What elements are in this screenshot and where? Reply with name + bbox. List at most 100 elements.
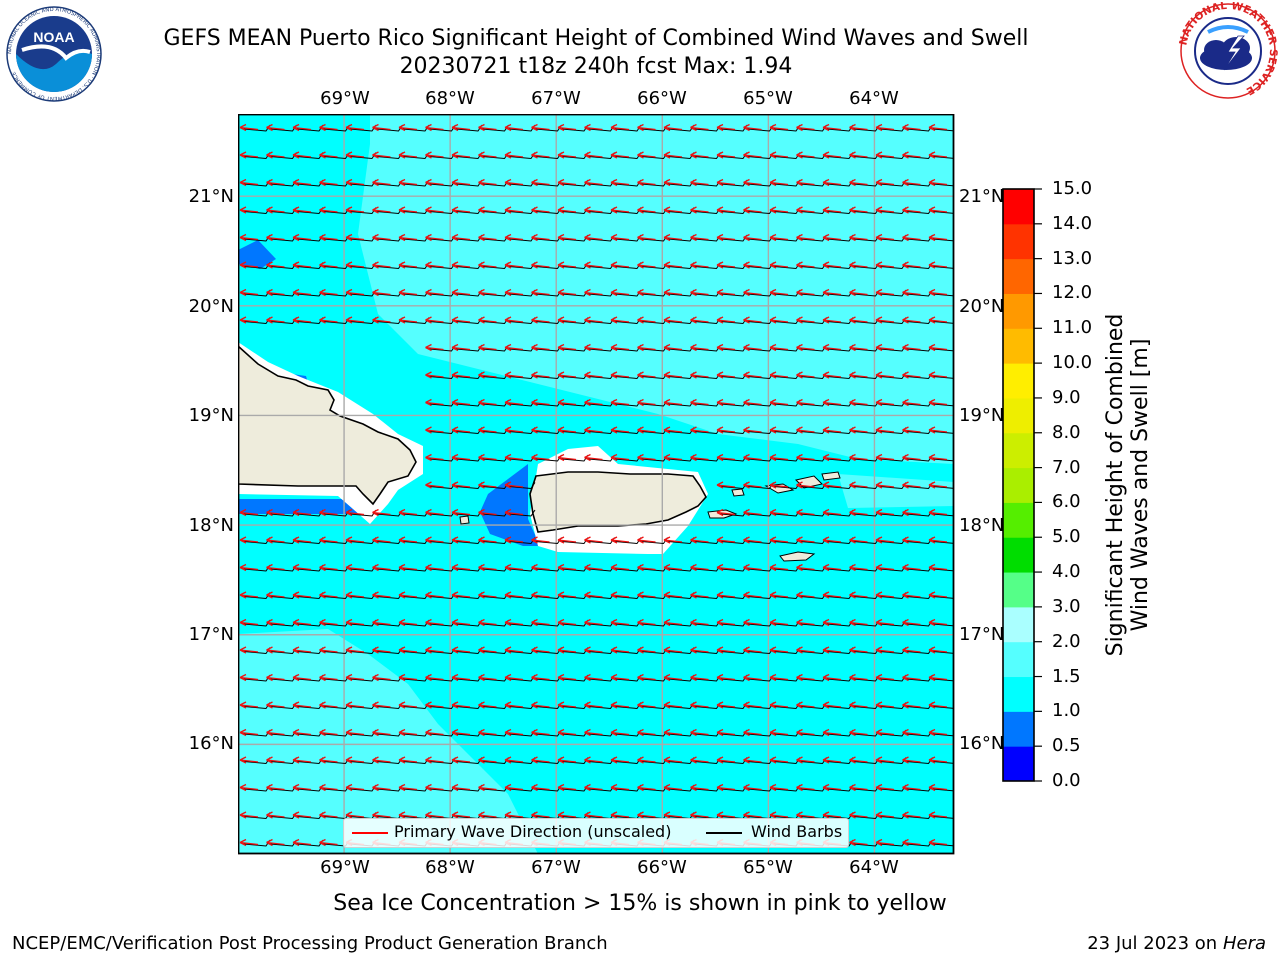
wave-direction-arrow bbox=[425, 288, 444, 297]
wave-direction-arrow bbox=[372, 618, 391, 627]
wave-direction-arrow bbox=[531, 261, 550, 269]
lon-label-top-66w: 66°W bbox=[637, 88, 687, 109]
wave-direction-arrow bbox=[875, 178, 895, 187]
colorbar-segment bbox=[1003, 711, 1034, 747]
wave-direction-arrow bbox=[637, 536, 656, 544]
wave-direction-arrow bbox=[292, 838, 312, 847]
wave-direction-arrow bbox=[769, 233, 789, 242]
wind-barb bbox=[932, 266, 954, 269]
wave-direction-arrow bbox=[928, 701, 948, 709]
wave-direction-arrow bbox=[928, 508, 948, 517]
wave-direction-arrow bbox=[425, 233, 444, 242]
wave-direction-arrow bbox=[398, 646, 418, 654]
wave-direction-arrow bbox=[239, 838, 259, 847]
wave-direction-arrow bbox=[239, 123, 259, 132]
wave-direction-arrow bbox=[372, 563, 391, 572]
wave-direction-arrow bbox=[822, 728, 842, 737]
wave-direction-arrow bbox=[478, 563, 497, 572]
wave-direction-arrow bbox=[531, 756, 550, 764]
wave-direction-arrow bbox=[716, 233, 736, 242]
wave-direction-arrow bbox=[875, 811, 895, 819]
wave-direction-arrow bbox=[239, 233, 259, 242]
wave-direction-arrow bbox=[478, 426, 497, 434]
wave-direction-arrow bbox=[849, 371, 868, 379]
wave-direction-arrow bbox=[663, 206, 683, 214]
wave-direction-arrow bbox=[928, 536, 948, 544]
wind-barb bbox=[932, 623, 954, 627]
wave-direction-arrow bbox=[239, 728, 259, 737]
wave-direction-arrow bbox=[743, 563, 762, 572]
nws-logo: NATIONAL WEATHER SERVICE bbox=[1178, 2, 1278, 99]
wave-direction-arrow bbox=[822, 288, 842, 297]
wave-direction-arrow bbox=[637, 261, 656, 269]
wave-direction-arrow bbox=[239, 646, 259, 654]
wave-direction-arrow bbox=[584, 123, 603, 132]
wave-direction-arrow bbox=[504, 178, 524, 187]
wave-direction-arrow bbox=[796, 811, 815, 819]
wave-direction-arrow bbox=[796, 728, 815, 737]
wave-direction-arrow bbox=[398, 728, 418, 737]
wave-direction-arrow bbox=[504, 508, 524, 517]
wave-direction-arrow bbox=[769, 398, 789, 407]
wave-direction-arrow bbox=[557, 811, 577, 819]
wave-direction-arrow bbox=[584, 233, 603, 242]
wave-direction-arrow bbox=[902, 178, 921, 187]
wave-direction-arrow bbox=[796, 426, 815, 434]
wave-direction-arrow bbox=[637, 618, 656, 627]
wave-direction-arrow bbox=[902, 453, 921, 462]
wave-direction-arrow bbox=[796, 206, 815, 214]
wave-direction-arrow bbox=[637, 398, 656, 407]
wave-direction-arrow bbox=[716, 398, 736, 407]
wave-direction-arrow bbox=[557, 563, 577, 572]
wave-direction-arrow bbox=[398, 151, 418, 159]
wave-direction-arrow bbox=[690, 563, 709, 572]
wave-direction-arrow bbox=[319, 646, 338, 654]
wave-direction-arrow bbox=[451, 756, 471, 764]
wave-direction-arrow bbox=[875, 288, 895, 297]
wave-direction-arrow bbox=[875, 646, 895, 654]
land-tortola bbox=[821, 471, 841, 481]
wave-direction-arrow bbox=[769, 701, 789, 709]
wave-direction-arrow bbox=[398, 618, 418, 627]
lon-label-top-69w: 69°W bbox=[320, 88, 370, 109]
wave-direction-arrow bbox=[239, 811, 259, 819]
wave-direction-arrow bbox=[372, 646, 391, 654]
wave-direction-arrow bbox=[796, 508, 815, 517]
wave-direction-arrow bbox=[504, 398, 524, 407]
wave-direction-arrow bbox=[663, 453, 683, 462]
wave-direction-arrow bbox=[610, 316, 630, 324]
wave-direction-arrow bbox=[557, 123, 577, 132]
wave-direction-arrow bbox=[849, 288, 868, 297]
colorbar-label-line1: Significant Height of Combined bbox=[1103, 313, 1128, 657]
wave-direction-arrow bbox=[663, 756, 683, 764]
wave-direction-arrow bbox=[584, 756, 603, 764]
wave-direction-arrow bbox=[372, 728, 391, 737]
colorbar-tick-label: 0.0 bbox=[1052, 770, 1081, 791]
wave-direction-arrow bbox=[637, 151, 656, 159]
wave-direction-arrow bbox=[663, 591, 683, 599]
wave-direction-arrow bbox=[663, 316, 683, 324]
wave-direction-arrow bbox=[902, 646, 921, 654]
wave-direction-arrow bbox=[743, 701, 762, 709]
wave-direction-arrow bbox=[292, 123, 312, 132]
wave-direction-arrow bbox=[292, 591, 312, 599]
wave-direction-arrow bbox=[928, 481, 948, 489]
wave-direction-arrow bbox=[902, 206, 921, 214]
wave-direction-arrow bbox=[451, 233, 471, 242]
colorbar-tick-label: 8.0 bbox=[1052, 421, 1081, 443]
wave-direction-arrow bbox=[743, 426, 762, 434]
colorbar-tick-label: 0.5 bbox=[1052, 735, 1081, 757]
wave-direction-arrow bbox=[902, 701, 921, 709]
wave-direction-arrow bbox=[584, 783, 603, 792]
wave-direction-arrow bbox=[875, 618, 895, 627]
colorbar-segment bbox=[1003, 258, 1034, 294]
wave-direction-arrow bbox=[478, 151, 497, 159]
wave-direction-arrow bbox=[372, 673, 391, 682]
wave-direction-arrow bbox=[504, 343, 524, 352]
colorbar-tick-label: 14.0 bbox=[1052, 212, 1093, 234]
wave-direction-arrow bbox=[504, 151, 524, 159]
wave-direction-arrow bbox=[822, 426, 842, 434]
wave-direction-arrow bbox=[584, 453, 603, 462]
wind-barb bbox=[932, 706, 954, 709]
wave-direction-arrow bbox=[478, 178, 497, 187]
